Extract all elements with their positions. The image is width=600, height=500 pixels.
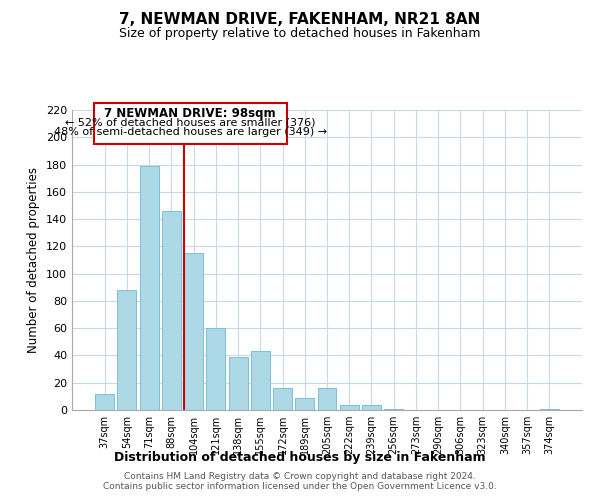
Bar <box>295 398 314 410</box>
Text: Contains HM Land Registry data © Crown copyright and database right 2024.: Contains HM Land Registry data © Crown c… <box>124 472 476 481</box>
Bar <box>384 408 403 410</box>
Bar <box>340 404 359 410</box>
Bar <box>251 352 270 410</box>
Text: Contains public sector information licensed under the Open Government Licence v3: Contains public sector information licen… <box>103 482 497 491</box>
Bar <box>95 394 114 410</box>
Text: 7, NEWMAN DRIVE, FAKENHAM, NR21 8AN: 7, NEWMAN DRIVE, FAKENHAM, NR21 8AN <box>119 12 481 28</box>
Bar <box>206 328 225 410</box>
Bar <box>317 388 337 410</box>
Bar <box>273 388 292 410</box>
Text: 7 NEWMAN DRIVE: 98sqm: 7 NEWMAN DRIVE: 98sqm <box>104 108 276 120</box>
Text: 48% of semi-detached houses are larger (349) →: 48% of semi-detached houses are larger (… <box>53 127 327 137</box>
Bar <box>362 404 381 410</box>
Bar <box>94 103 287 144</box>
Bar <box>229 357 248 410</box>
Bar <box>184 253 203 410</box>
Text: ← 52% of detached houses are smaller (376): ← 52% of detached houses are smaller (37… <box>65 118 316 128</box>
Text: Distribution of detached houses by size in Fakenham: Distribution of detached houses by size … <box>114 451 486 464</box>
Bar <box>140 166 158 410</box>
Text: Size of property relative to detached houses in Fakenham: Size of property relative to detached ho… <box>119 28 481 40</box>
Bar <box>540 408 559 410</box>
Bar <box>118 290 136 410</box>
Y-axis label: Number of detached properties: Number of detached properties <box>28 167 40 353</box>
Bar <box>162 211 181 410</box>
